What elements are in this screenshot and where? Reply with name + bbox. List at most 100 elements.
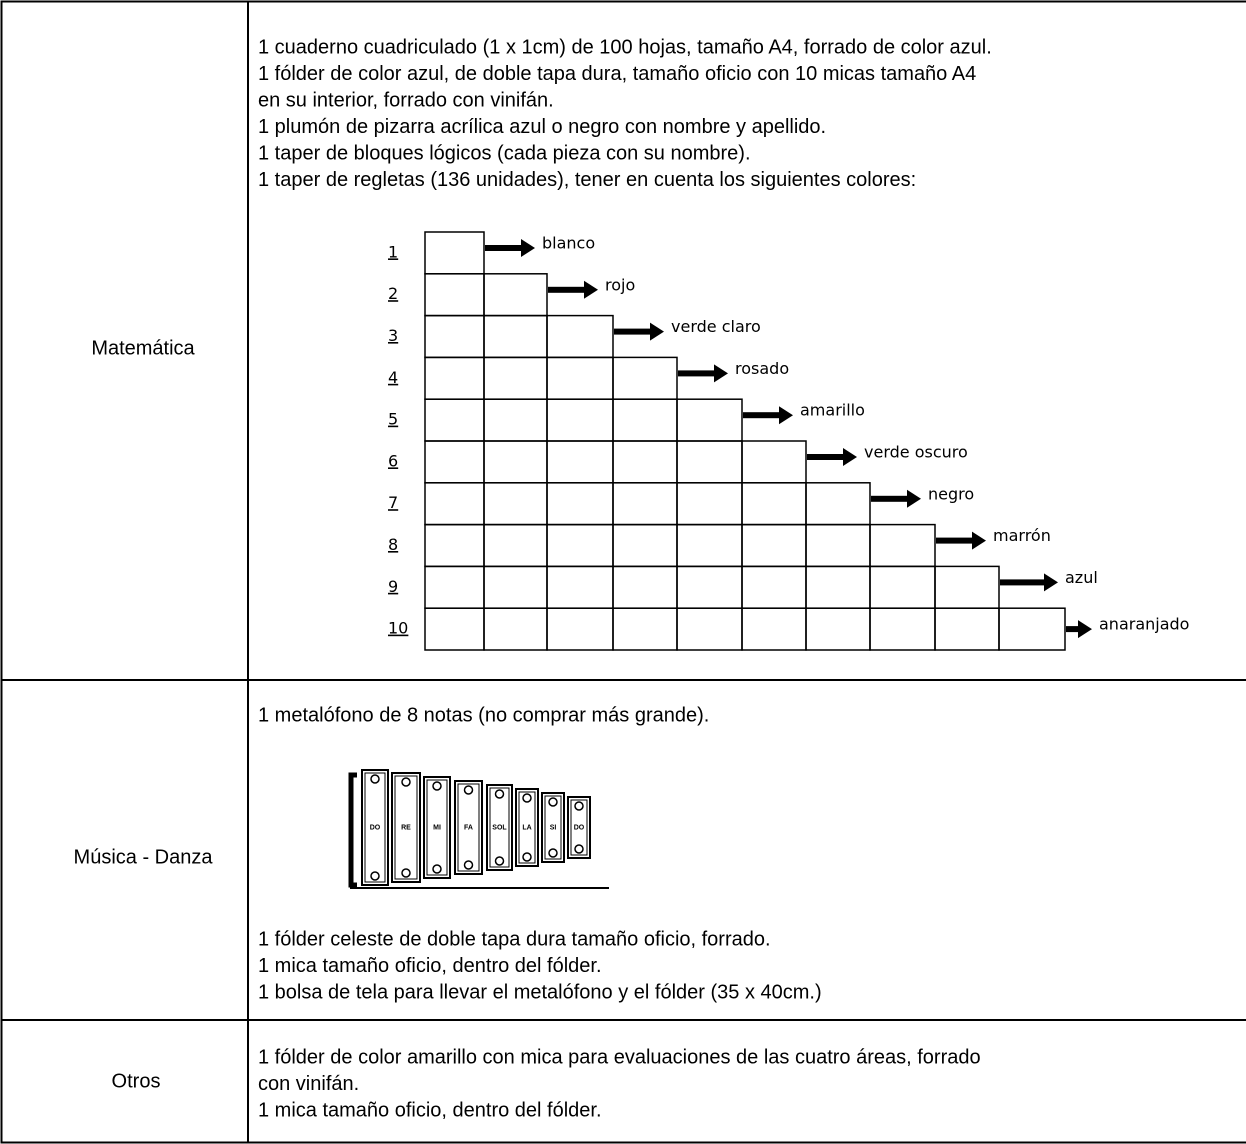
regleta-cell: [869, 607, 936, 651]
arrow-shaft: [936, 537, 972, 544]
regleta-cell: [741, 565, 807, 609]
arrow-head: [1078, 620, 1092, 639]
regleta-number: 8: [388, 535, 398, 554]
regleta-cell: [546, 356, 614, 400]
regleta-cell: [612, 565, 678, 609]
regleta-cell: [546, 398, 614, 442]
regleta-color: verde claro: [671, 317, 761, 336]
arrow-head: [521, 239, 535, 257]
regleta-color: negro: [928, 484, 974, 503]
metallophone-bar-inner: [457, 783, 480, 872]
bar-hole: [574, 844, 584, 854]
regleta-color: marrón: [993, 526, 1051, 545]
item-line: 1 fólder de color amarillo con mica para…: [258, 1046, 981, 1068]
metallophone-bar: [486, 784, 513, 871]
regleta-color: rosado: [735, 359, 789, 378]
metallophone-bar-inner: [518, 791, 536, 864]
regleta-cell: [676, 523, 743, 568]
arrow-shaft: [871, 495, 907, 502]
bar-hole: [494, 789, 505, 799]
regleta-cell: [741, 482, 807, 526]
regleta-cell: [612, 482, 678, 526]
metallophone-bar-inner: [544, 795, 562, 860]
item-line: en su interior, forrado con vinifán.: [258, 89, 554, 111]
item-line: 1 mica tamaño oficio, dentro del fólder.: [258, 1099, 602, 1121]
regleta-number: 1: [388, 242, 398, 261]
note-label: DO: [370, 824, 381, 831]
regleta-cell: [546, 523, 614, 568]
regleta-cell: [424, 565, 485, 609]
regleta-cell: [676, 607, 743, 651]
note-label: RE: [401, 824, 411, 831]
item-line: 1 taper de regletas (136 unidades), tene…: [258, 169, 916, 191]
metallophone-bar-inner: [426, 779, 448, 876]
regleta-number: 10: [388, 619, 408, 638]
regleta-cell: [869, 565, 936, 609]
item-line: 1 metalófono de 8 notas (no comprar más …: [258, 704, 709, 726]
regleta-cell: [612, 440, 678, 484]
regleta-cell: [805, 565, 871, 609]
arrow-shaft: [548, 286, 584, 293]
regleta-cell: [483, 398, 548, 442]
regleta-number: 3: [388, 326, 398, 345]
item-line: 1 fólder celeste de doble tapa dura tama…: [258, 928, 771, 950]
regleta-cell: [998, 607, 1066, 651]
arrow-head: [779, 406, 793, 425]
bar-hole: [463, 860, 474, 870]
regleta-cell: [676, 565, 743, 609]
regleta-color: rojo: [605, 275, 635, 294]
regleta-cell: [612, 356, 678, 400]
regleta-cell: [424, 440, 485, 484]
regleta-cell: [483, 273, 548, 317]
metallophone-bar-inner: [364, 772, 386, 883]
arrow-head: [1044, 573, 1058, 592]
arrow-head: [972, 531, 986, 550]
regleta-cell: [546, 314, 614, 359]
bar-hole: [494, 856, 505, 866]
regleta-cell: [741, 607, 807, 651]
metallophone-bar: [361, 769, 389, 886]
regleta-number: 2: [388, 284, 398, 303]
regleta-cell: [424, 482, 485, 526]
regleta-cell: [483, 482, 548, 526]
regleta-cell: [741, 523, 807, 568]
arrow-shaft: [807, 454, 843, 460]
regleta-cell: [741, 440, 807, 484]
item-line: 1 taper de bloques lógicos (cada pieza c…: [258, 142, 751, 164]
arrow-head: [584, 280, 598, 299]
regleta-cell: [934, 607, 1000, 651]
bar-hole: [463, 785, 474, 795]
regleta-color: amarillo: [800, 401, 865, 420]
regleta-cell: [483, 314, 548, 359]
bar-hole: [370, 871, 380, 881]
regleta-cell: [424, 398, 485, 442]
metallophone-bar-inner: [489, 787, 510, 868]
bar-hole: [548, 848, 558, 858]
area-label: Matemática: [91, 337, 195, 359]
regleta-cell: [546, 607, 614, 651]
metallophone-bar: [567, 796, 591, 859]
regleta-cell: [483, 565, 548, 609]
regleta-cell: [934, 565, 1000, 609]
regleta-cell: [612, 523, 678, 568]
note-label: MI: [433, 824, 441, 831]
bar-hole: [370, 774, 380, 784]
arrow-shaft: [1000, 579, 1044, 586]
regleta-cell: [676, 440, 743, 484]
note-label: LA: [522, 824, 531, 831]
regleta-cell: [424, 523, 485, 568]
regleta-cell: [483, 523, 548, 568]
regleta-cell: [424, 273, 485, 317]
regleta-color: verde oscuro: [864, 443, 968, 462]
regleta-cell: [805, 607, 871, 651]
regleta-number: 4: [388, 368, 398, 387]
note-label: SI: [550, 824, 557, 831]
metallophone-bar: [541, 792, 565, 863]
item-line: 1 bolsa de tela para llevar el metalófon…: [258, 981, 822, 1003]
bar-hole: [548, 797, 558, 807]
metallophone-bar: [454, 780, 483, 875]
note-label: FA: [464, 824, 473, 831]
bar-hole: [522, 852, 532, 862]
regleta-cell: [483, 356, 548, 400]
